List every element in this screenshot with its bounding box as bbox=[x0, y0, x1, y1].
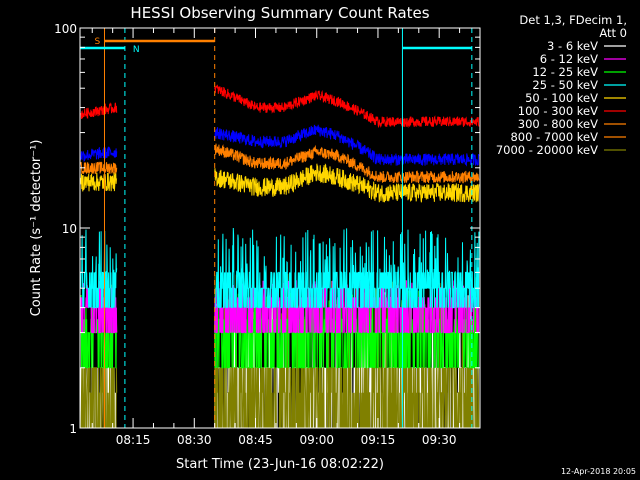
legend-entry-label-4: 50 - 100 keV bbox=[525, 91, 598, 105]
series-line-blue-band-0 bbox=[80, 146, 118, 162]
y-tick-label-100: 100 bbox=[54, 22, 77, 36]
y-tick-label-1: 1 bbox=[69, 422, 77, 436]
night-flag-label-0: N bbox=[133, 45, 140, 55]
series-line-50-100-kev-0 bbox=[80, 171, 118, 192]
series-line-25-50-kev-0 bbox=[80, 229, 118, 309]
x-tick-label-0845: 08:45 bbox=[238, 433, 273, 447]
saa-flag-label-0: S bbox=[94, 37, 100, 47]
x-axis-label: Start Time (23-Jun-16 08:02:22) bbox=[176, 457, 384, 472]
series-line-100-300-kev-1 bbox=[214, 84, 480, 129]
legend-entry-label-3: 25 - 50 keV bbox=[532, 78, 598, 92]
y-axis-label: Count Rate (s⁻¹ detector⁻¹) bbox=[29, 140, 44, 317]
legend-entry-label-8: 7000 - 20000 keV bbox=[496, 143, 598, 157]
series-line-800-7000-kev-1 bbox=[214, 143, 480, 184]
chart-title: HESSI Observing Summary Count Rates bbox=[130, 4, 429, 22]
x-tick-label-0930: 09:30 bbox=[422, 433, 457, 447]
legend-entry-label-6: 300 - 800 keV bbox=[518, 117, 598, 131]
legend-header-line-1: Det 1,3, FDecim 1, bbox=[519, 13, 627, 27]
x-tick-label-0900: 09:00 bbox=[299, 433, 334, 447]
footer-timestamp: 12-Apr-2018 20:05 bbox=[561, 467, 636, 476]
x-tick-label-0830: 08:30 bbox=[177, 433, 212, 447]
series-line-800-7000-kev-0 bbox=[80, 161, 118, 175]
legend-entry-label-7: 800 - 7000 keV bbox=[510, 130, 598, 144]
y-tick-label-10: 10 bbox=[62, 222, 77, 236]
x-tick-label-0815: 08:15 bbox=[116, 433, 151, 447]
legend-entry-label-2: 12 - 25 keV bbox=[532, 65, 598, 79]
legend-entry-label-1: 6 - 12 keV bbox=[540, 52, 598, 66]
x-tick-label-0915: 09:15 bbox=[361, 433, 396, 447]
series-line-50-100-kev-1 bbox=[214, 163, 480, 203]
series-line-7000-20000-kev-1 bbox=[214, 273, 480, 428]
series-line-6-12-kev-0 bbox=[80, 280, 118, 334]
legend-entry-label-5: 100 - 300 keV bbox=[518, 104, 598, 118]
series-line-100-300-kev-0 bbox=[80, 102, 118, 119]
series-line-blue-band-1 bbox=[214, 124, 480, 167]
legend-header-line-2: Att 0 bbox=[599, 26, 627, 40]
series-line-25-50-kev-1 bbox=[214, 227, 480, 309]
legend-entry-label-0: 3 - 6 keV bbox=[547, 39, 598, 53]
